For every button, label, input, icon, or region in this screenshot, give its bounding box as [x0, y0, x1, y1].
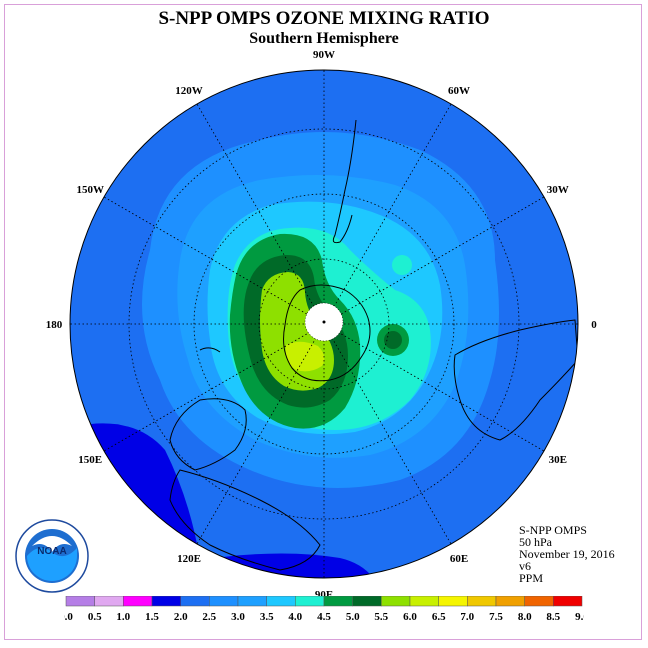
- south-pole-marker: [322, 320, 326, 324]
- legend-swatch: [237, 596, 267, 607]
- legend-swatch: [65, 596, 95, 607]
- legend-swatch: [409, 596, 439, 607]
- legend-swatch: [323, 596, 353, 607]
- longitude-label: 0: [591, 319, 597, 331]
- coastline-islands: [199, 347, 221, 353]
- legend-tick-label: 6.5: [432, 611, 446, 623]
- coastlines: [169, 119, 578, 571]
- coastline-australia: [169, 469, 321, 571]
- coastline-south-america: [332, 119, 357, 244]
- legend-swatch: [352, 596, 382, 607]
- legend-swatch: [123, 596, 153, 607]
- map-boundary: [69, 69, 579, 579]
- legend-swatch: [524, 596, 554, 607]
- legend-swatch: [94, 596, 124, 607]
- longitude-label: 30W: [547, 184, 569, 196]
- legend-swatch: [381, 596, 411, 607]
- legend-ticks: 0.0 0.5 1.0 1.5 2.0 2.5 3.0 3.5 4.0 4.5 5.0 5.5 6.0 6…: [64, 611, 584, 623]
- longitude-label: 120W: [175, 85, 203, 97]
- longitude-label: 120E: [177, 553, 201, 565]
- info-level: 50 hPa: [519, 535, 552, 549]
- info-units: PPM: [519, 571, 544, 585]
- legend-tick-label: 2.0: [174, 611, 188, 623]
- longitude-label: 60W: [448, 85, 470, 97]
- legend-tick-label: 8.0: [518, 611, 532, 623]
- legend-tick-label: 2.5: [202, 611, 216, 623]
- longitude-label: 180: [46, 319, 63, 331]
- info-instrument: S-NPP OMPS: [519, 523, 587, 537]
- legend-tick-label: 5.5: [374, 611, 388, 623]
- logo-wave: [27, 547, 77, 581]
- legend-tick-label: 7.5: [489, 611, 503, 623]
- legend-swatch: [151, 596, 181, 607]
- coastline-africa: [453, 319, 578, 441]
- legend-swatch: [495, 596, 525, 607]
- legend-swatch: [467, 596, 497, 607]
- info-version: v6: [519, 559, 531, 573]
- legend-tick-label: 7.0: [460, 611, 474, 623]
- logo-text: NOAA: [37, 546, 66, 557]
- legend-tick-label: 4.0: [288, 611, 302, 623]
- legend-tick-label: 0.5: [88, 611, 102, 623]
- legend-boxes: [65, 596, 583, 607]
- coastline-new-zealand: [169, 398, 247, 471]
- color-legend: 0.0 0.5 1.0 1.5 2.0 2.5 3.0 3.5 4.0 4.5 5.0 5.5 6.0 6…: [64, 596, 584, 623]
- legend-tick-label: 0.0: [64, 611, 73, 623]
- map-subtitle: Southern Hemisphere: [249, 30, 399, 47]
- field-level-6p0: [285, 341, 325, 372]
- legend-tick-label: 3.0: [231, 611, 245, 623]
- legend-swatch: [295, 596, 325, 607]
- pole-outline: [304, 302, 344, 342]
- legend-tick-label: 1.0: [116, 611, 130, 623]
- logo-bird: [32, 536, 72, 552]
- legend-swatch: [180, 596, 210, 607]
- longitude-label: 30E: [549, 454, 567, 466]
- legend-tick-label: 3.5: [260, 611, 274, 623]
- legend-tick-label: 9.0: [575, 611, 584, 623]
- noaa-logo: NOAA: [15, 519, 89, 593]
- coastline-antarctica: [283, 284, 371, 382]
- figure-frame: [4, 4, 642, 640]
- field-level-4p0-cell: [392, 255, 412, 275]
- longitude-label: 90W: [313, 49, 335, 61]
- legend-tick-label: 8.5: [546, 611, 560, 623]
- info-date: November 19, 2016: [519, 547, 615, 561]
- legend-tick-label: 4.5: [317, 611, 331, 623]
- legend-swatch: [553, 596, 583, 607]
- longitude-label: 150E: [78, 454, 102, 466]
- legend-swatch: [209, 596, 239, 607]
- legend-tick-label: 1.5: [145, 611, 159, 623]
- legend-tick-label: 5.0: [346, 611, 360, 623]
- legend-tick-label: 6.0: [403, 611, 417, 623]
- info-block: S-NPP OMPS 50 hPa November 19, 2016 v6 P…: [519, 524, 615, 584]
- map-title: S-NPP OMPS OZONE MIXING RATIO: [158, 8, 490, 29]
- field-level-5p0-cell: [384, 331, 402, 349]
- longitude-label: 150W: [76, 184, 104, 196]
- longitude-label: 60E: [450, 553, 468, 565]
- legend-swatch: [266, 596, 296, 607]
- legend-swatch: [438, 596, 468, 607]
